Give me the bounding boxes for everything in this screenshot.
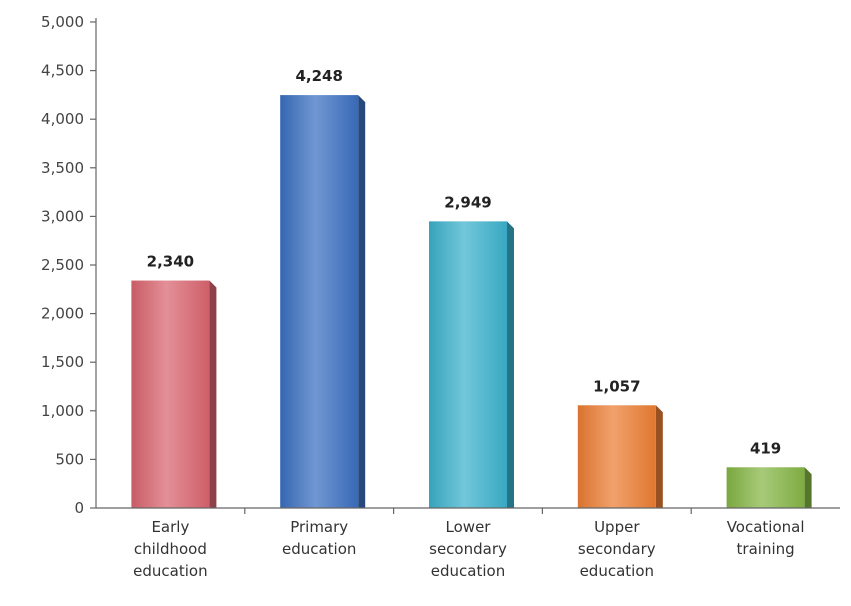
bar xyxy=(726,467,805,508)
category-label: Upper secondary education xyxy=(578,518,656,580)
category-label: Lower secondary education xyxy=(429,518,507,580)
y-tick-label: 500 xyxy=(55,450,84,468)
bar xyxy=(280,95,359,509)
bar xyxy=(577,405,656,508)
x-axis: Early childhood education Primary education L… xyxy=(96,507,840,580)
y-tick-label: 3,500 xyxy=(41,159,84,177)
bar-value-label: 2,340 xyxy=(147,253,194,271)
bar-value-label: 4,248 xyxy=(295,67,342,85)
bar-side xyxy=(209,280,217,508)
bar-side xyxy=(804,467,812,508)
y-tick-label: 1,500 xyxy=(41,353,84,371)
bar-side xyxy=(655,405,663,508)
y-tick-label: 1,000 xyxy=(41,402,84,420)
y-axis: 0 500 1,000 1,500 2,000 2,500 3,000 3,500 4,000 4… xyxy=(41,13,97,517)
y-tick-label: 4,500 xyxy=(41,62,84,80)
y-tick-label: 0 xyxy=(74,499,84,517)
y-tick-label: 2,500 xyxy=(41,256,84,274)
bar-value-label: 2,949 xyxy=(444,193,491,211)
y-tick-label: 4,000 xyxy=(41,110,84,128)
value-labels-group: 2,340 4,248 2,949 1,057 419 xyxy=(147,67,782,457)
bar xyxy=(429,221,507,509)
y-tick-label: 5,000 xyxy=(41,13,84,31)
bar-side xyxy=(358,95,366,509)
category-label: Early childhood education xyxy=(133,518,207,580)
bar-value-label: 1,057 xyxy=(593,377,640,395)
category-label: Vocational training xyxy=(727,518,805,558)
bar-side xyxy=(507,221,514,509)
category-label: Primary education xyxy=(282,518,356,558)
bar-value-label: 419 xyxy=(750,439,781,457)
y-tick-label: 2,000 xyxy=(41,305,84,323)
y-tick-label: 3,000 xyxy=(41,207,84,225)
bars-group xyxy=(131,95,812,509)
bar xyxy=(131,280,210,508)
